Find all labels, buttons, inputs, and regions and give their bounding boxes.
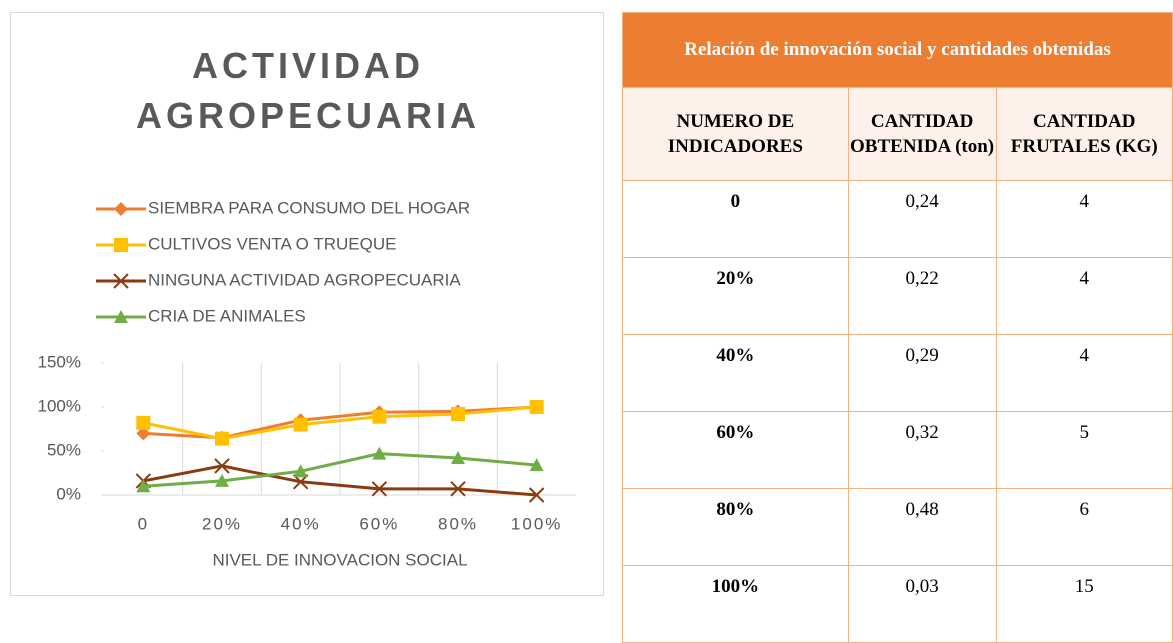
point xyxy=(136,479,151,493)
page: ACTIVIDAD AGROPECUARIA 0% 50% 100% 150% 0 20%… xyxy=(10,12,1173,643)
header-cell: CANTIDAD OBTENIDA (ton) xyxy=(847,87,997,181)
point xyxy=(136,426,151,441)
table-row: 20% 0,22 4 xyxy=(622,257,1173,335)
x-tick-label: 20% xyxy=(202,514,242,533)
point xyxy=(215,473,229,487)
table-title: Relación de innovación social y cantidad… xyxy=(622,12,1173,88)
cell: 5 xyxy=(995,411,1173,489)
point xyxy=(293,464,308,478)
legend-label: NINGUNA ACTIVIDAD AGROPECUARIA xyxy=(148,270,461,289)
cell: 80% xyxy=(622,488,849,566)
point xyxy=(451,451,465,465)
cell: 4 xyxy=(995,180,1173,258)
x-tick-label: 100% xyxy=(511,514,562,533)
point xyxy=(372,409,387,424)
legend-marker xyxy=(114,238,128,252)
cell: 0,29 xyxy=(847,334,997,412)
cell: 6 xyxy=(995,488,1173,566)
x-axis-title: NIVEL DE INNOVACION SOCIAL xyxy=(212,550,467,569)
chart-title: ACTIVIDAD AGROPECUARIA xyxy=(135,45,480,136)
x-tick-label: 40% xyxy=(281,514,321,533)
header-cell: CANTIDAD FRUTALES (KG) xyxy=(995,87,1173,181)
cell: 20% xyxy=(622,257,849,335)
x-tick-label: 80% xyxy=(438,514,478,533)
series-line xyxy=(143,452,537,488)
legend-marker xyxy=(114,202,128,216)
legend-label: SIEMBRA PARA CONSUMO DEL HOGAR xyxy=(148,198,470,217)
cell: 0,32 xyxy=(847,411,997,489)
legend-label: CRIA DE ANIMALES xyxy=(148,306,306,325)
table-row: 60% 0,32 5 xyxy=(622,411,1173,489)
point xyxy=(529,400,544,414)
table-row: 100% 0,03 15 xyxy=(622,565,1173,643)
point xyxy=(214,458,230,474)
point xyxy=(371,481,388,497)
point xyxy=(451,407,465,422)
cell: 100% xyxy=(622,565,849,643)
y-tick-label: 150% xyxy=(38,352,81,371)
cell: 15 xyxy=(995,565,1173,643)
series-line xyxy=(143,405,537,441)
cell: 40% xyxy=(622,334,849,412)
cell: 4 xyxy=(995,257,1173,335)
cell: 0,22 xyxy=(847,257,997,335)
legend-marker xyxy=(114,310,128,323)
cell: 0,48 xyxy=(847,488,997,566)
x-tick-label: 0 xyxy=(138,514,149,533)
chart-panel: ACTIVIDAD AGROPECUARIA 0% 50% 100% 150% 0 20%… xyxy=(10,12,604,596)
point xyxy=(372,446,387,460)
point xyxy=(528,487,545,503)
y-tick-label: 100% xyxy=(38,396,81,415)
table-row: 80% 0,48 6 xyxy=(622,488,1173,566)
point xyxy=(215,431,229,446)
chart: 0% 50% 100% 150% 0 20% 40% 60% 80% 100% NIVEL DE I… xyxy=(38,198,576,569)
y-tick-label: 0% xyxy=(56,484,81,503)
x-tick-label: 60% xyxy=(359,514,399,533)
header-cell: NUMERO DE INDICADORES xyxy=(622,87,849,181)
cell: 0,03 xyxy=(847,565,997,643)
data-table: Relación de innovación social y cantidad… xyxy=(622,12,1173,643)
series-line xyxy=(143,464,537,497)
cell: 60% xyxy=(622,411,849,489)
legend-label: CULTIVOS VENTA O TRUEQUE xyxy=(148,234,396,253)
point xyxy=(293,417,308,432)
legend-marker xyxy=(113,273,129,289)
cell: 4 xyxy=(995,334,1173,412)
y-tick-label: 50% xyxy=(47,440,81,459)
cell: 0 xyxy=(622,180,849,258)
point xyxy=(136,415,151,430)
cell: 0,24 xyxy=(847,180,997,258)
point xyxy=(450,481,466,497)
point xyxy=(529,458,544,472)
table-row: 0 0,24 4 xyxy=(622,180,1173,258)
table-row: 40% 0,29 4 xyxy=(622,334,1173,412)
